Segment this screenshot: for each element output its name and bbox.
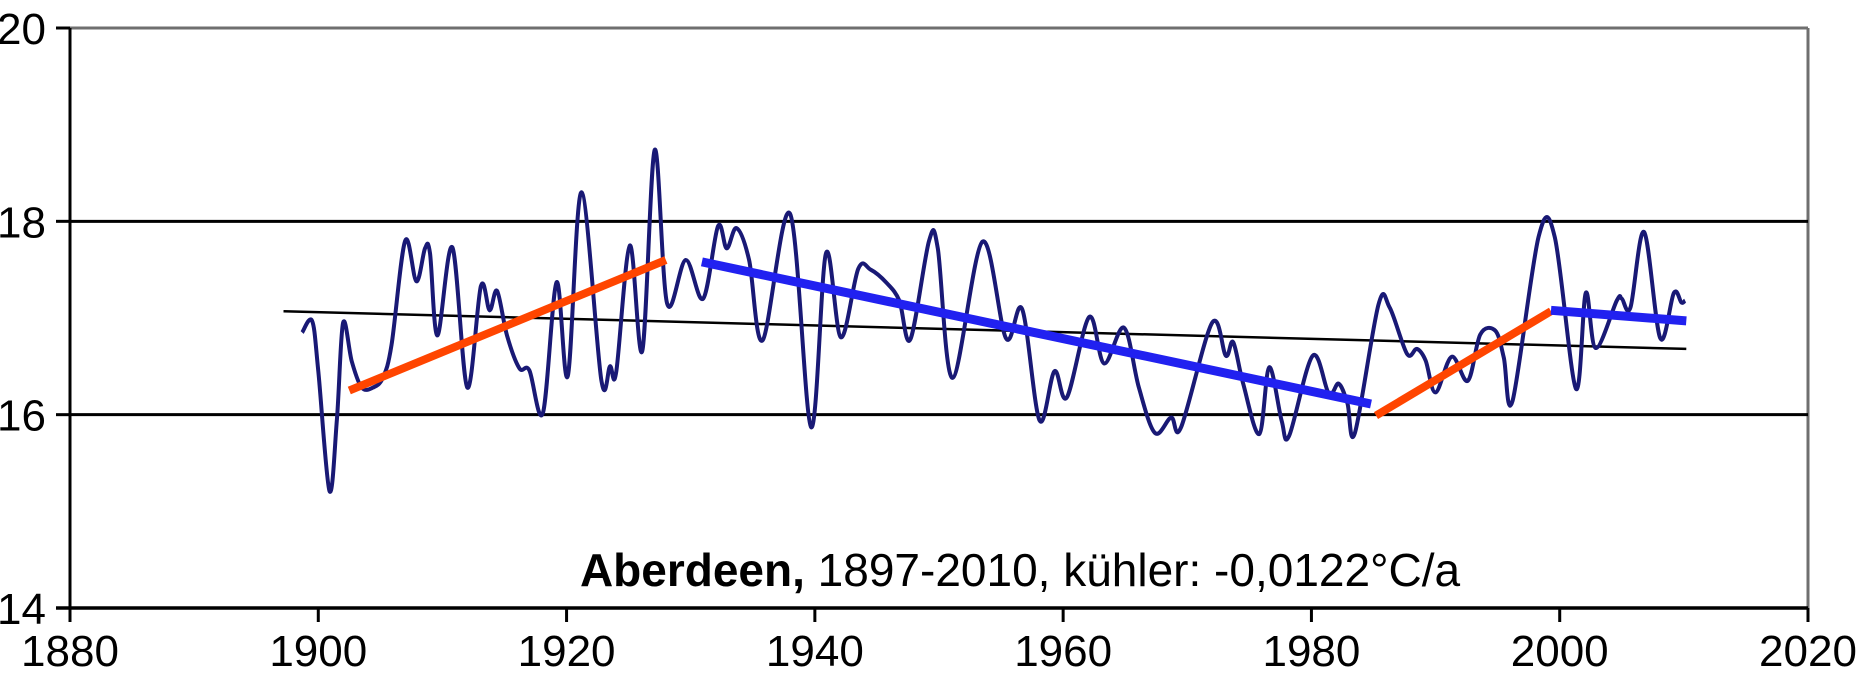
- x-tick-label-1920: 1920: [518, 627, 616, 676]
- x-tick-label-1940: 1940: [766, 627, 864, 676]
- annotation-period-trend: 1897-2010, kühler: -0,0122°C/a: [804, 544, 1461, 596]
- x-tick-label-2020: 2020: [1759, 627, 1856, 676]
- y-tick-label-14: 14: [0, 585, 46, 634]
- chart-annotation: Aberdeen, 1897-2010, kühler: -0,0122°C/a: [580, 543, 1460, 597]
- y-tick-label-16: 16: [0, 392, 46, 441]
- y-tick-label-18: 18: [0, 198, 46, 247]
- temperature-series: [300, 147, 1687, 494]
- warming-trend-1903-1928: [347, 256, 668, 395]
- x-tick-label-1900: 1900: [269, 627, 367, 676]
- x-tick-label-1960: 1960: [1014, 627, 1112, 676]
- x-tick-label-1880: 1880: [21, 627, 119, 676]
- warming-trend-1985-1999: [1373, 307, 1554, 420]
- annotation-station-name: Aberdeen,: [579, 544, 805, 596]
- flat-trend-1999-2010: [1550, 305, 1687, 326]
- cooling-trend-1931-1984: [700, 257, 1372, 409]
- x-tick-label-1980: 1980: [1262, 627, 1360, 676]
- x-tick-label-2000: 2000: [1511, 627, 1609, 676]
- y-tick-label-20: 20: [0, 5, 46, 54]
